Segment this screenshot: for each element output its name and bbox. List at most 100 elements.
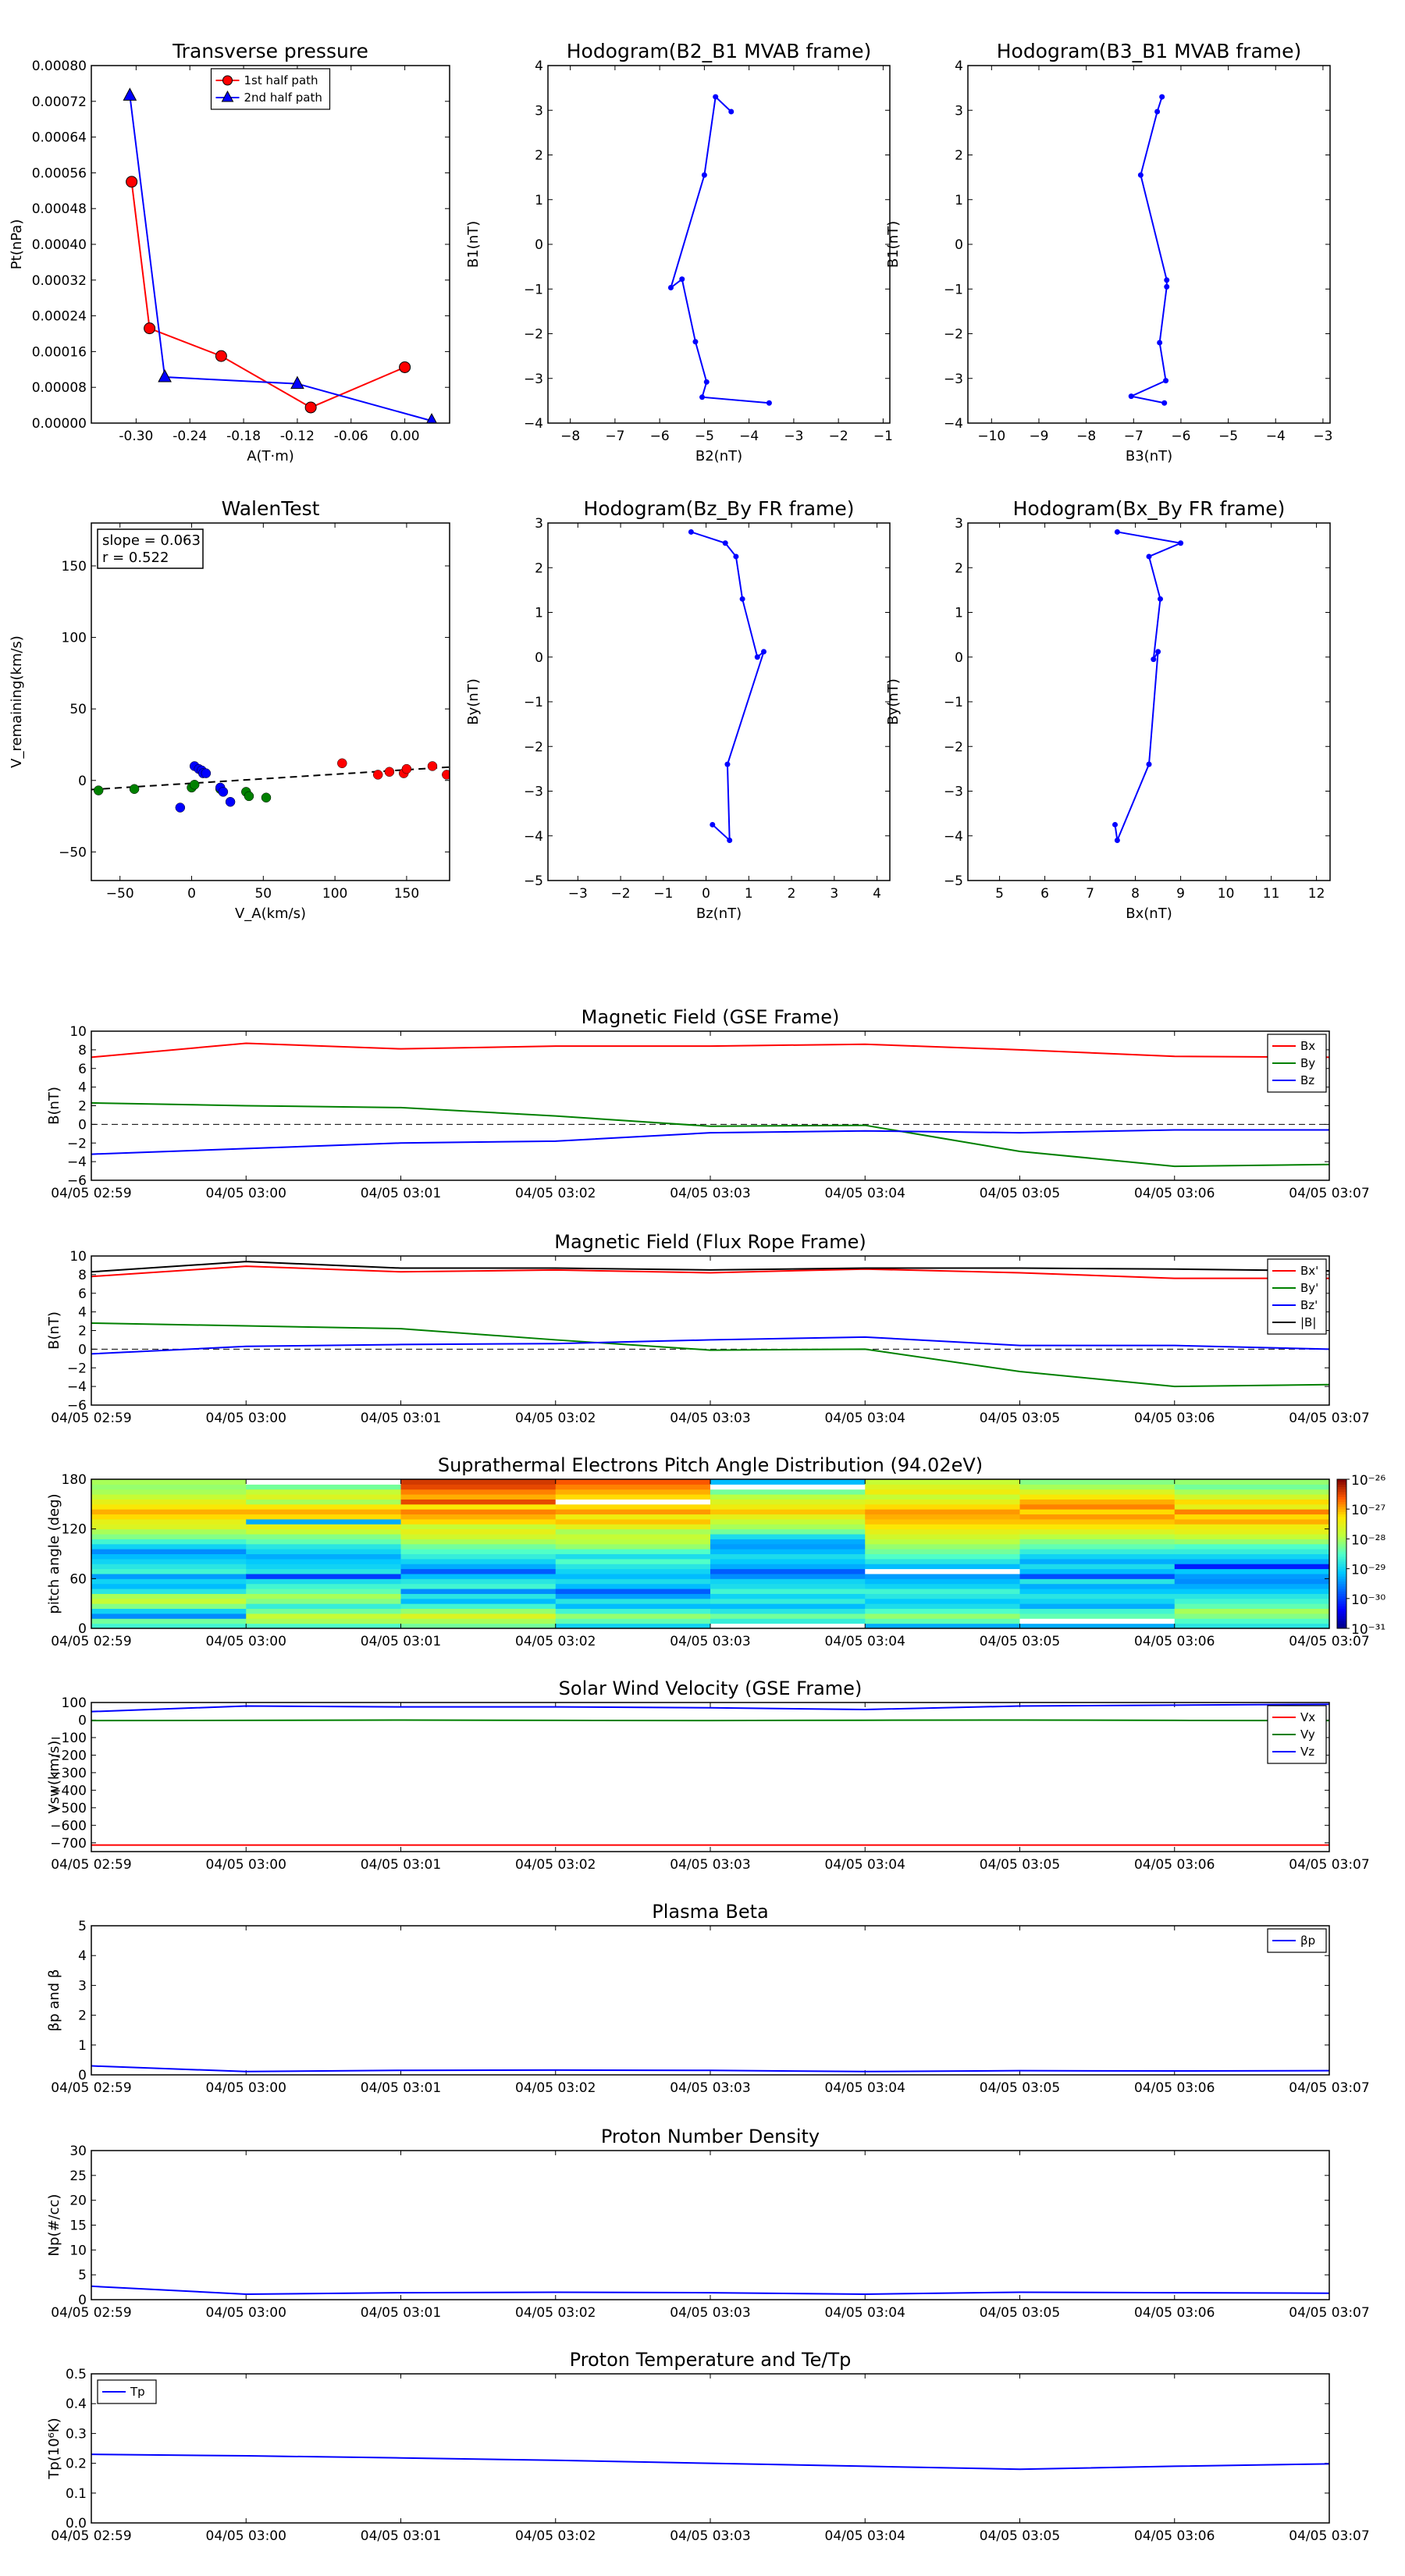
y-tick-label: 3 <box>535 103 543 119</box>
plot-area <box>91 66 450 423</box>
series-line <box>91 1336 1329 1355</box>
y-tick-label: 0 <box>955 650 963 666</box>
x-tick-label: 04/05 03:00 <box>206 2080 286 2096</box>
heatmap-cell <box>400 1503 557 1510</box>
heatmap-cell <box>400 1509 557 1515</box>
y-tick-label: −2 <box>524 739 543 755</box>
chart-bgse: Magnetic Field (GSE Frame) −6 −4 −2 0 2 4 6 8 10 0… <box>46 1006 1370 1201</box>
chart-vsw: Solar Wind Velocity (GSE Frame) −700 −600 −… <box>46 1678 1370 1873</box>
x-tick-label: 150 <box>394 886 419 902</box>
y-tick-label: 180 <box>62 1472 87 1488</box>
heatmap-cell <box>246 1543 401 1550</box>
y-tick-label: −5 <box>524 873 543 889</box>
heatmap-cell <box>400 1549 557 1554</box>
marker-dot <box>699 394 706 400</box>
heatmap-cell <box>246 1598 401 1604</box>
heatmap-cell <box>1174 1484 1330 1490</box>
marker-dot <box>739 596 745 602</box>
x-tick-label: 11 <box>1263 886 1280 902</box>
data-point <box>201 768 212 778</box>
heatmap-cell <box>865 1528 1020 1535</box>
colorbar-cell <box>1337 1621 1346 1624</box>
y-tick-label: −6 <box>67 1398 87 1414</box>
heatmap-cell <box>555 1608 711 1614</box>
x-tick-label: 04/05 03:05 <box>980 2080 1060 2096</box>
heatmap-cell <box>710 1578 866 1585</box>
x-tick-label: 04/05 03:07 <box>1289 1411 1369 1426</box>
x-tick-label: 04/05 03:03 <box>670 1186 750 1201</box>
y-tick-label: 0 <box>78 2293 87 2308</box>
marker-dot <box>724 761 731 767</box>
y-tick-label: −50 <box>59 845 87 860</box>
y-tick-label: −1 <box>524 695 543 710</box>
heatmap-cell <box>246 1603 401 1610</box>
heatmap-cell <box>710 1503 866 1510</box>
y-tick-label: 2 <box>78 1099 87 1115</box>
heatmap-cell <box>1174 1549 1330 1554</box>
heatmap-cell <box>710 1509 866 1515</box>
x-tick-label: 04/05 02:59 <box>51 2528 131 2544</box>
heatmap-cell <box>1019 1623 1176 1629</box>
heatmap-cell <box>710 1499 866 1505</box>
y-tick-label: 0.4 <box>66 2396 87 2412</box>
heatmap-cell <box>1174 1618 1330 1624</box>
plot-content <box>91 2065 1329 2073</box>
heatmap-cell <box>1174 1553 1330 1560</box>
heatmap-cell <box>555 1524 711 1530</box>
heatmap-cell <box>865 1603 1020 1610</box>
chart-pad: Suprathermal Electrons Pitch Angle Distr… <box>46 1454 1385 1649</box>
chart-hodo1: Hodogram(B2_B1 MVAB frame) −4 −3 −2 −1 0 1 2 3 4 −… <box>465 40 893 464</box>
legend-label: Vx <box>1300 1710 1315 1724</box>
colorbar-cell <box>1337 1578 1346 1582</box>
y-tick-label: 0.00064 <box>32 130 87 146</box>
marker-dot <box>760 649 767 655</box>
heatmap-cell <box>1174 1518 1330 1525</box>
x-tick-label: −7 <box>605 429 624 444</box>
heatmap-cell <box>710 1613 866 1619</box>
heatmap-cell <box>246 1573 401 1579</box>
plot-frame <box>91 1030 1330 1181</box>
y-tick-label: 3 <box>955 103 963 119</box>
series-line <box>91 1129 1329 1155</box>
heatmap-cell <box>1019 1553 1176 1560</box>
heatmap-cell <box>865 1509 1020 1515</box>
x-tick-label: 5 <box>995 886 1004 902</box>
heatmap-cell <box>555 1618 711 1624</box>
heatmap-cell <box>865 1623 1020 1629</box>
colorbar-cell <box>1337 1553 1346 1557</box>
colorbar-cell <box>1337 1518 1346 1522</box>
marker-dot <box>703 379 710 385</box>
legend-label: βp <box>1300 1934 1315 1948</box>
chart-title: Magnetic Field (GSE Frame) <box>582 1006 840 1028</box>
x-tick-label: 04/05 03:07 <box>1289 1634 1369 1649</box>
plot-frame <box>91 1925 1330 2076</box>
heatmap-cell <box>710 1479 866 1485</box>
heatmap-cell <box>1019 1528 1176 1535</box>
x-tick-label: -0.30 <box>119 429 153 444</box>
heatmap-cell <box>246 1589 401 1594</box>
heatmap-cell <box>400 1573 557 1579</box>
heatmap-cell <box>710 1583 866 1589</box>
x-tick-label: 04/05 02:59 <box>51 1186 131 1201</box>
y-tick-label: −1 <box>944 695 963 710</box>
heatmap-cell <box>400 1558 557 1564</box>
marker-dot <box>1151 656 1157 663</box>
colorbar-cell <box>1337 1482 1346 1485</box>
colorbar-tick-label: 10⁻²⁷ <box>1351 1503 1385 1518</box>
heatmap-cell <box>710 1518 866 1525</box>
heatmap-cell <box>1174 1589 1330 1594</box>
y-tick-label: 4 <box>535 59 543 74</box>
heatmap-cell <box>555 1514 711 1520</box>
heatmap-cell <box>555 1583 711 1589</box>
heatmap-cell <box>1174 1503 1330 1510</box>
plot-frame <box>91 2150 1330 2300</box>
heatmap-cell <box>400 1518 557 1525</box>
heatmap-cell <box>1174 1528 1330 1535</box>
x-tick-label: 04/05 03:03 <box>670 1634 750 1649</box>
y-tick-label: 10 <box>69 1249 87 1265</box>
y-tick-label: −1 <box>944 282 963 297</box>
heatmap-cell <box>1019 1499 1176 1505</box>
plot-frame <box>967 65 1331 424</box>
y-tick-label: 1 <box>955 606 963 621</box>
y-tick-label: 5 <box>78 2268 87 2283</box>
